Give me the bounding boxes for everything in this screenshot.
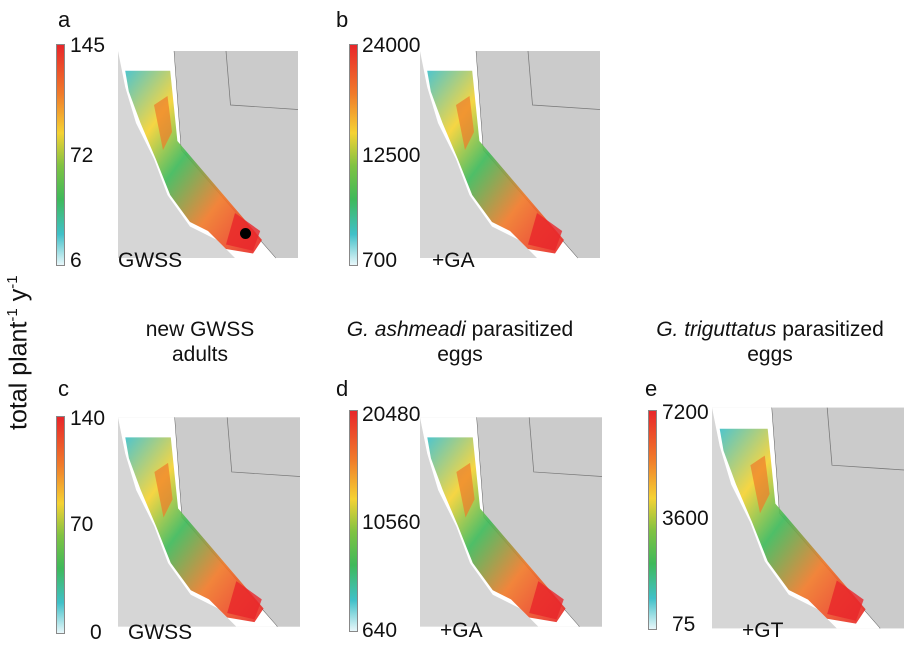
colorbar-e-mid: 3600 [662,507,709,530]
panel-tag-e: +GT [742,619,784,642]
colorbar-b-min: 700 [362,249,398,272]
title-col1-line2: adults [171,343,229,366]
colorbar-b [349,44,358,266]
colorbar-c-mid: 70 [70,513,94,536]
colorbar-e-min: 75 [672,613,696,636]
panel-tag-c: GWSS [128,621,193,644]
location-marker [240,228,251,239]
title-col1: new GWSS adults [110,317,290,367]
panel-tag-b: +GA [432,249,475,272]
map-b [420,50,600,259]
colorbar-d-mid: 10560 [362,511,421,534]
panel-tag-d: +GA [440,619,483,642]
map-c [118,416,300,628]
title-col1-line1: new GWSS [145,318,255,341]
title-col3-line2: eggs [747,343,793,366]
colorbar-d-min: 640 [362,619,398,642]
colorbar-b-max: 24000 [362,34,421,57]
title-col2: G. ashmeadi parasitized eggs [330,317,590,367]
colorbar-e-max: 7200 [662,401,709,424]
panel-letter-d: d [336,376,349,401]
y-axis-label-main: total plant [4,321,33,430]
y-axis-label-sup2: -1 [4,275,21,289]
y-axis-label: total plant-1 y-1 [4,275,33,430]
panel-tag-a: GWSS [118,249,183,272]
colorbar-c [56,416,65,634]
map-d [420,416,602,628]
panel-letter-b: b [336,7,349,32]
title-col3-rest: parasitized [776,318,884,341]
title-col3: G. triguttatus parasitized eggs [636,317,904,367]
panel-letter-a: a [58,7,71,32]
colorbar-a [56,44,65,266]
colorbar-c-max: 140 [70,407,106,430]
colorbar-b-mid: 12500 [362,144,421,167]
colorbar-e [648,410,657,630]
colorbar-c-min: 0 [90,621,102,644]
title-col2-line2: eggs [437,343,483,366]
map-a [118,50,298,259]
colorbar-d-max: 20480 [362,403,421,426]
title-col2-species: G. ashmeadi [346,318,466,341]
title-col3-species: G. triguttatus [656,318,777,341]
panel-letter-e: e [645,376,658,401]
colorbar-a-max: 145 [70,34,106,57]
map-e [712,407,904,629]
colorbar-a-mid: 72 [70,144,94,167]
title-col2-rest: parasitized [465,318,574,341]
colorbar-d [349,410,358,632]
panel-letter-c: c [58,376,69,401]
y-axis-label-sup1: -1 [4,308,21,322]
colorbar-a-min: 6 [70,249,82,272]
y-axis-label-mid: y [4,288,33,309]
